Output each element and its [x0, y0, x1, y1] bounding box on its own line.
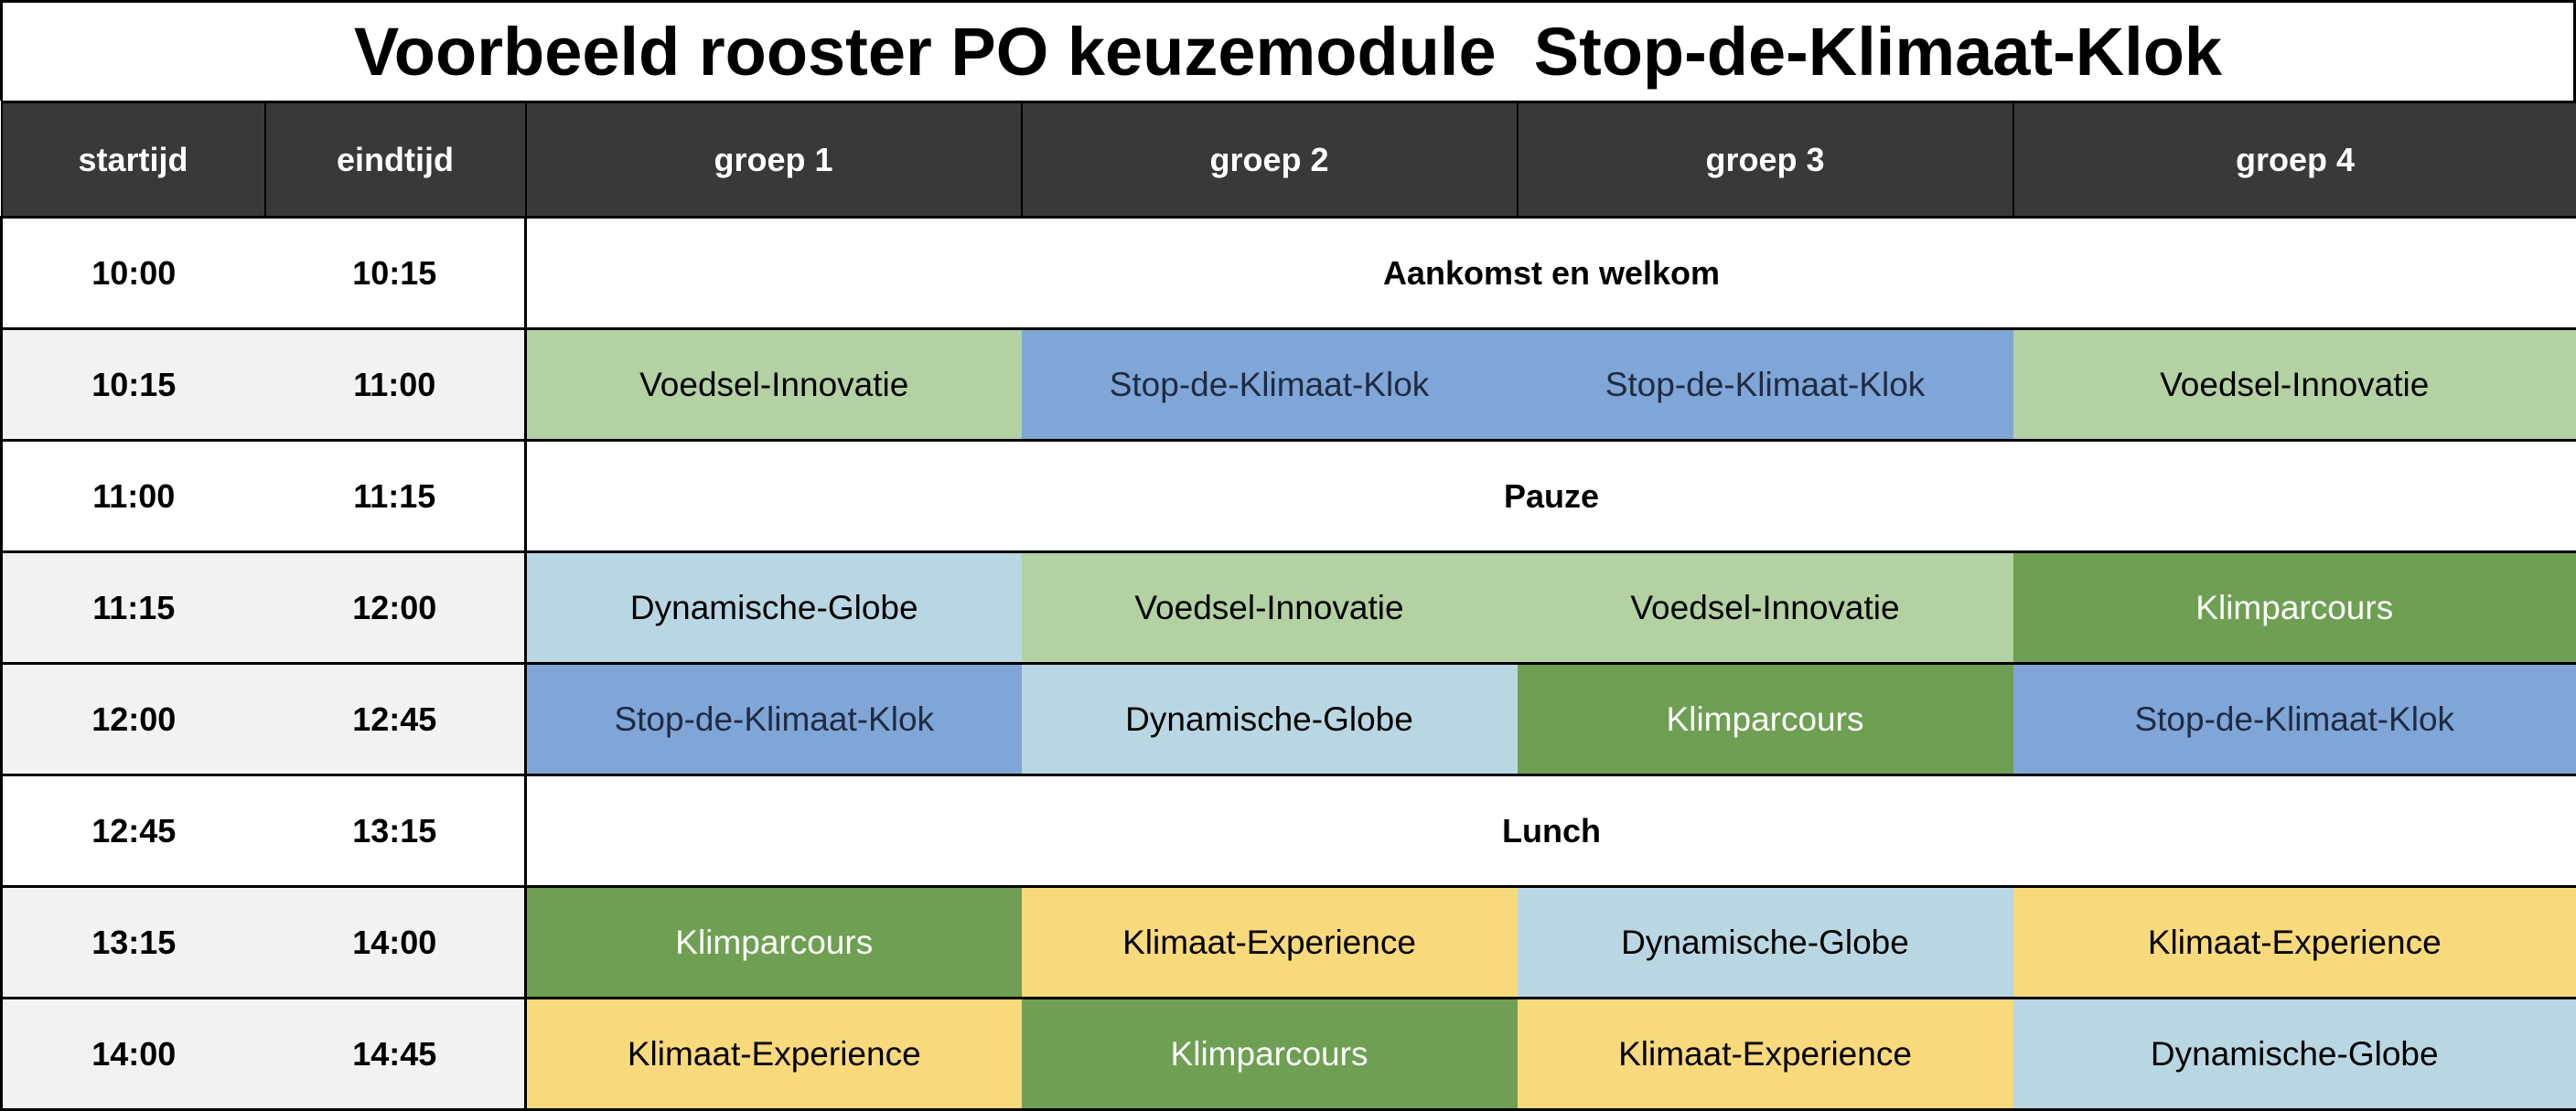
start-time-cell: 10:00 — [2, 218, 265, 329]
end-time-cell: 11:15 — [265, 441, 526, 552]
start-time-cell: 10:15 — [2, 329, 265, 441]
schedule-table: startijd eindtijd groep 1 groep 2 groep … — [0, 101, 2576, 1111]
activity-cell-group-3: Klimparcours — [1518, 664, 2013, 775]
header-group-1: groep 1 — [526, 102, 1022, 218]
break-cell: Lunch — [526, 775, 2576, 887]
activity-cell-group-1: Klimparcours — [526, 887, 1022, 999]
end-time-cell: 13:15 — [265, 775, 526, 887]
start-time-cell: 12:45 — [2, 775, 265, 887]
activity-cell-group-2: Stop-de-Klimaat-Klok — [1022, 329, 1518, 441]
end-time-cell: 12:00 — [265, 552, 526, 664]
activity-cell-group-3: Dynamische-Globe — [1518, 887, 2013, 999]
header-start-time: startijd — [2, 102, 265, 218]
page-title: Voorbeeld rooster PO keuzemodule Stop-de… — [0, 0, 2576, 101]
activity-cell-group-2: Klimaat-Experience — [1022, 887, 1518, 999]
activity-cell-group-3: Klimaat-Experience — [1518, 999, 2013, 1110]
activity-cell-group-1: Stop-de-Klimaat-Klok — [526, 664, 1022, 775]
start-time-cell: 12:00 — [2, 664, 265, 775]
start-time-cell: 14:00 — [2, 999, 265, 1110]
header-group-3: groep 3 — [1518, 102, 2013, 218]
activity-cell-group-3: Stop-de-Klimaat-Klok — [1518, 329, 2013, 441]
activity-cell-group-2: Voedsel-Innovatie — [1022, 552, 1518, 664]
activity-cell-group-2: Klimparcours — [1022, 999, 1518, 1110]
end-time-cell: 11:00 — [265, 329, 526, 441]
end-time-cell: 10:15 — [265, 218, 526, 329]
activity-cell-group-4: Klimparcours — [2013, 552, 2576, 664]
activity-cell-group-4: Voedsel-Innovatie — [2013, 329, 2576, 441]
header-end-time: eindtijd — [265, 102, 526, 218]
activity-cell-group-1: Voedsel-Innovatie — [526, 329, 1022, 441]
activity-cell-group-3: Voedsel-Innovatie — [1518, 552, 2013, 664]
end-time-cell: 14:45 — [265, 999, 526, 1110]
start-time-cell: 13:15 — [2, 887, 265, 999]
activity-cell-group-4: Stop-de-Klimaat-Klok — [2013, 664, 2576, 775]
break-cell: Pauze — [526, 441, 2576, 552]
activity-cell-group-2: Dynamische-Globe — [1022, 664, 1518, 775]
activity-cell-group-1: Dynamische-Globe — [526, 552, 1022, 664]
table-header: startijd eindtijd groep 1 groep 2 groep … — [2, 102, 2576, 218]
header-group-4: groep 4 — [2013, 102, 2576, 218]
end-time-cell: 14:00 — [265, 887, 526, 999]
header-group-2: groep 2 — [1022, 102, 1518, 218]
header-row: startijd eindtijd groep 1 groep 2 groep … — [2, 102, 2576, 218]
start-time-cell: 11:15 — [2, 552, 265, 664]
activity-cell-group-4: Dynamische-Globe — [2013, 999, 2576, 1110]
start-time-cell: 11:00 — [2, 441, 265, 552]
activity-cell-group-4: Klimaat-Experience — [2013, 887, 2576, 999]
break-cell: Aankomst en welkom — [526, 218, 2576, 329]
end-time-cell: 12:45 — [265, 664, 526, 775]
activity-cell-group-1: Klimaat-Experience — [526, 999, 1022, 1110]
